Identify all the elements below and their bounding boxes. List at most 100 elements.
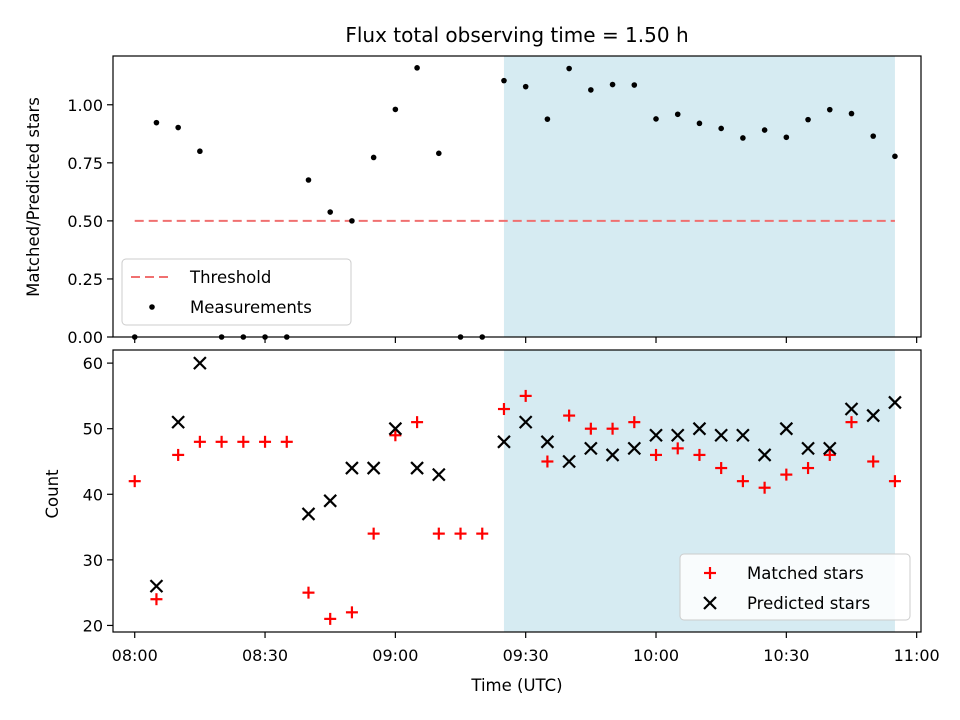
predicted-star-point [779, 421, 794, 436]
count-legend: Matched stars Predicted stars [679, 553, 911, 621]
matched-star-point [867, 455, 880, 468]
predicted-star-point [844, 402, 859, 416]
time-x-tick-label: 11:00 [894, 646, 940, 665]
predicted-star-point [410, 461, 424, 475]
time-x-tick-label: 08:30 [242, 646, 288, 665]
ratio-y-axis-ticks: 0.00 0.25 0.50 0.75 1.00 [67, 96, 113, 347]
matched-star-point [345, 606, 358, 619]
count-legend-box [679, 553, 911, 621]
predicted-star-point [301, 507, 316, 521]
count-y-axis-ticks: 20 30 40 50 60 [83, 354, 113, 635]
ratio-x-axis-ticks [134, 337, 918, 343]
ratio-y-tick-label: 0.00 [67, 328, 103, 347]
predicted-star-point [605, 448, 620, 462]
time-x-tick-label: 10:00 [633, 646, 679, 665]
matched-star-point [693, 448, 706, 461]
measurement-point [826, 106, 833, 113]
predicted-star-point [627, 441, 642, 456]
predicted-star-point [584, 441, 598, 456]
matched-star-point [324, 612, 337, 625]
matched-star-point [606, 422, 619, 435]
measurement-point [522, 83, 529, 90]
matched-star-point [302, 586, 315, 599]
predicted-star-point [171, 415, 185, 429]
measurement-point [175, 124, 181, 131]
predicted-stars-points [149, 356, 902, 593]
matched-stars-points [128, 389, 901, 625]
matched-star-point [650, 448, 663, 461]
measurement-point [718, 125, 724, 132]
predicted-star-point [432, 467, 446, 482]
matched-star-point [237, 435, 250, 448]
predicted-star-point [345, 461, 359, 475]
measurement-point [501, 77, 507, 84]
predicted-star-point [670, 428, 685, 443]
count-y-tick-label: 30 [83, 551, 103, 570]
ratio-panel: 0.00 0.25 0.50 0.75 1.00 Threshold Measureme… [24, 23, 922, 347]
matched-star-point [476, 527, 489, 540]
measurement-point [696, 120, 703, 127]
time-x-tick-label: 09:30 [503, 646, 549, 665]
count-panel: 20 30 40 50 60 08:00 08:30 09:00 09:30 10:00 10:3… [43, 349, 940, 695]
ratio-legend-box [121, 258, 352, 326]
predicted-star-point [323, 494, 337, 508]
ratio-y-tick-label: 1.00 [67, 96, 103, 115]
measurement-point [848, 110, 855, 117]
matched-star-point [541, 455, 554, 468]
ratio-legend: Threshold Measurements [121, 258, 352, 326]
matched-stars-legend-swatch [704, 567, 716, 579]
matched-star-point [280, 435, 293, 448]
predicted-star-point [649, 428, 663, 443]
count-y-tick-label: 40 [83, 485, 103, 504]
predicted-star-point [497, 435, 511, 449]
matched-star-point [802, 462, 815, 475]
matched-star-point [671, 442, 684, 455]
matched-star-point [736, 475, 749, 488]
matched-star-point [715, 462, 728, 475]
matched-star-point [389, 429, 402, 442]
matched-star-point [432, 527, 445, 540]
predicted-star-point [866, 408, 880, 423]
measurement-point [544, 116, 551, 122]
measurement-point [870, 133, 877, 139]
matched-star-point [888, 475, 901, 488]
predicted-star-point [366, 461, 381, 475]
matched-star-point [519, 389, 532, 402]
matched-star-point [563, 409, 576, 422]
matched-star-point [367, 527, 380, 540]
measurement-point [153, 119, 160, 126]
matched-star-point [172, 448, 185, 461]
time-x-tick-label: 09:00 [372, 646, 418, 665]
matched-star-point [584, 422, 597, 435]
matched-star-point [150, 593, 163, 606]
measurement-point [327, 209, 334, 215]
predicted-star-point [562, 454, 576, 469]
predicted-star-point [149, 579, 164, 593]
matched-star-point [454, 527, 467, 540]
measurement-points [131, 65, 898, 340]
measurement-point [414, 65, 420, 71]
predicted-star-point [388, 421, 403, 436]
measurements-legend-swatch [149, 304, 155, 310]
ratio-y-tick-label: 0.25 [67, 270, 103, 289]
ratio-plot-frame [112, 55, 922, 338]
matched-star-point [193, 435, 206, 448]
time-x-tick-label: 08:00 [112, 646, 158, 665]
predicted-star-point [822, 441, 837, 456]
measurement-point [392, 106, 399, 113]
measurement-point [805, 116, 811, 123]
predicted-star-point [518, 415, 533, 429]
predicted-star-point [801, 441, 815, 456]
measurement-point [892, 153, 898, 160]
observing-window-shade-top [503, 56, 895, 337]
measurement-point [305, 177, 312, 183]
time-x-tick-label: 10:30 [763, 646, 809, 665]
measurement-point [566, 65, 572, 72]
measurement-point [674, 111, 681, 118]
measurement-point [761, 127, 768, 133]
measurement-point [653, 116, 659, 122]
matched-star-point [628, 416, 641, 429]
predicted-star-point [193, 356, 207, 370]
threshold-legend-label: Threshold [189, 268, 271, 287]
